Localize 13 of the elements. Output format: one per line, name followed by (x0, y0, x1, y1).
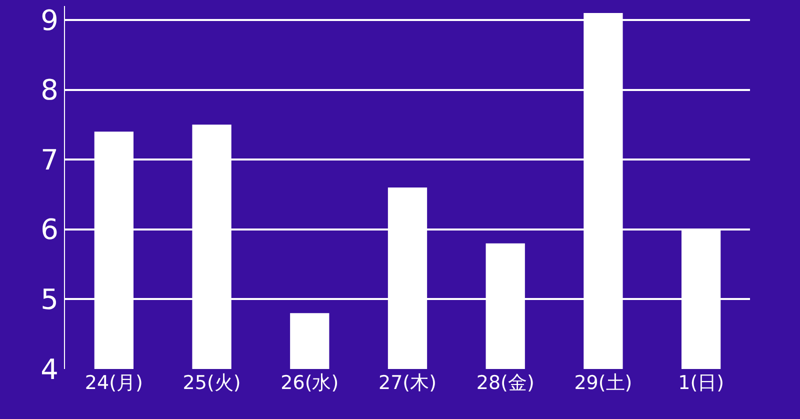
y-tick-label: 5 (40, 282, 58, 316)
x-tick-label: 28(金) (476, 372, 534, 394)
y-tick-label: 6 (40, 213, 58, 246)
x-tick-label: 25(火) (182, 372, 241, 394)
x-tick-label: 27(木) (378, 372, 437, 394)
y-tick-label: 8 (40, 74, 58, 107)
y-tick-label: 9 (40, 4, 58, 37)
x-tick-label: 26(水) (280, 372, 339, 394)
x-tick-label: 1(日) (678, 372, 724, 394)
x-tick-label: 24(月) (84, 372, 143, 394)
x-tick-label: 29(土) (574, 372, 632, 394)
y-tick-label: 4 (40, 352, 58, 386)
y-tick-label: 7 (40, 143, 58, 176)
